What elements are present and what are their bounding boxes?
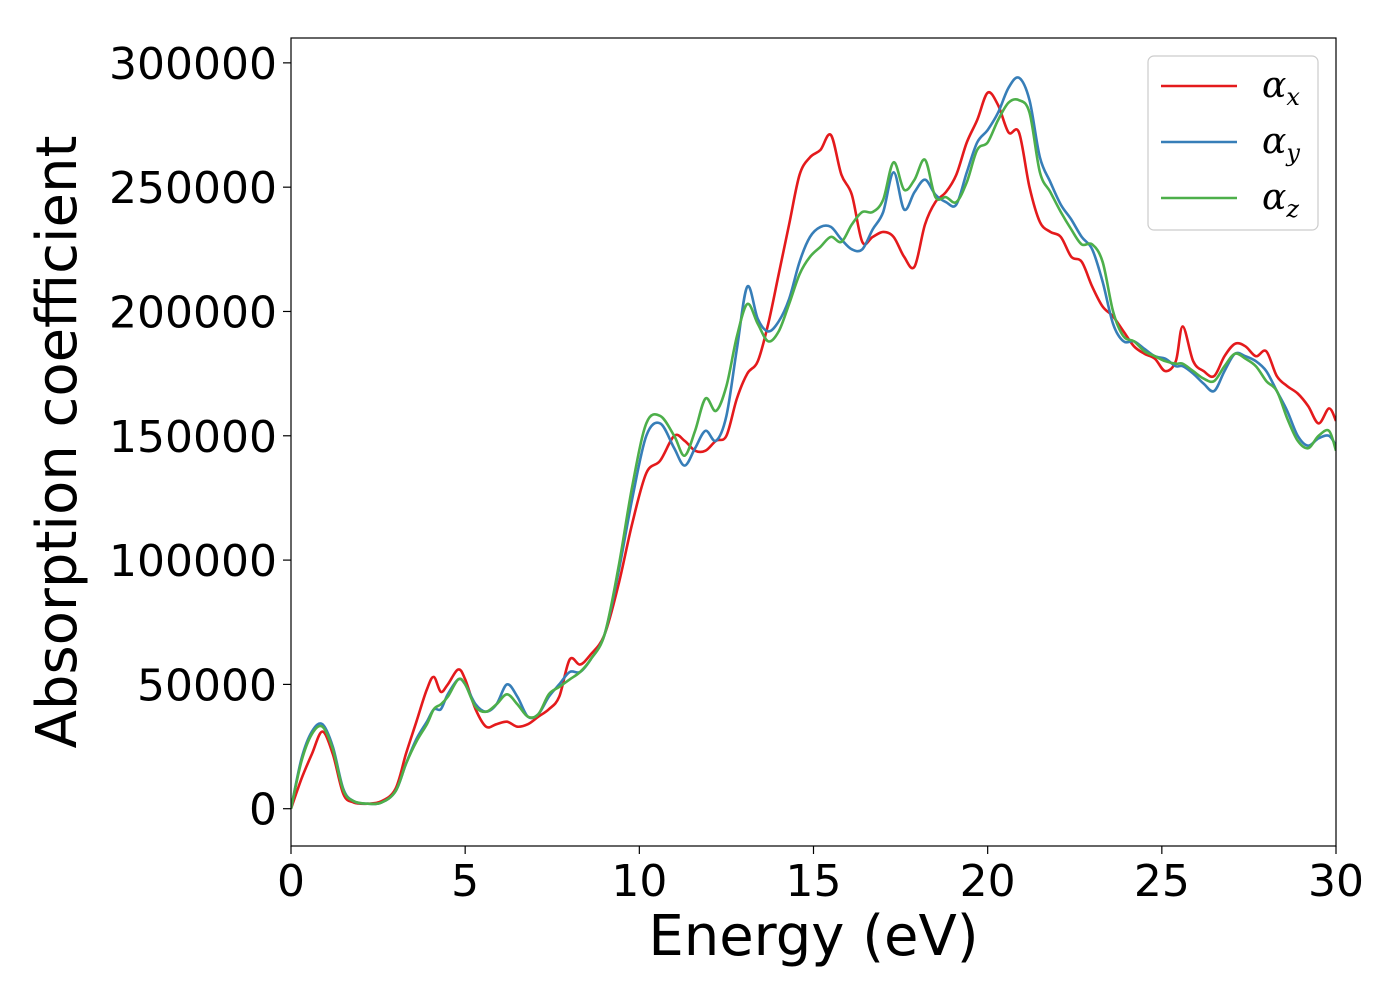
legend: αx αy αz [1147, 55, 1319, 231]
series-layer [291, 76, 1336, 810]
legend-label-z: αz [1262, 177, 1299, 223]
x-tick-label: 30 [1308, 856, 1364, 907]
x-tick-label: 20 [960, 856, 1016, 907]
x-tick-label: 25 [1134, 856, 1190, 907]
y-tick-label: 50000 [137, 660, 277, 711]
y-axis-ticks: 0 50000 100000 150000 200000 250000 300000 [109, 39, 291, 836]
legend-label-x: αx [1262, 65, 1300, 111]
x-tick-label: 15 [786, 856, 842, 907]
y-tick-label: 250000 [109, 163, 277, 214]
y-axis-title: Absorption coefficient [25, 136, 90, 749]
y-tick-label: 300000 [109, 39, 277, 90]
x-tick-label: 5 [451, 856, 479, 907]
x-tick-label: 0 [277, 856, 305, 907]
y-tick-label: 0 [249, 785, 277, 836]
x-axis-ticks: 0 5 10 15 20 25 30 [277, 846, 1364, 907]
y-tick-label: 200000 [109, 287, 277, 338]
x-axis-title: Energy (eV) [648, 904, 978, 969]
series-line-z [291, 98, 1336, 809]
y-tick-label: 150000 [109, 412, 277, 463]
y-tick-label: 100000 [109, 536, 277, 587]
legend-label-y: αy [1262, 121, 1300, 167]
series-line-x [291, 90, 1336, 810]
x-tick-label: 10 [611, 856, 667, 907]
